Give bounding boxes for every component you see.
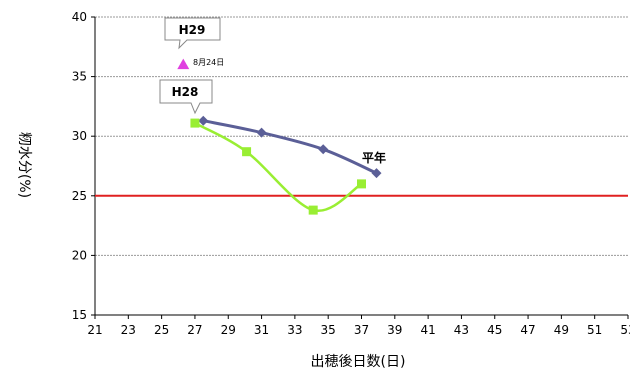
h28-callout: H28 [159, 79, 213, 115]
y-tick-label-15: 15 [72, 308, 87, 322]
series-0-point-3 [371, 168, 382, 179]
x-tick-label-31: 31 [254, 323, 269, 337]
series-2-point-0 [177, 58, 190, 70]
h29-callout-label: H29 [179, 23, 206, 37]
x-tick-label-41: 41 [420, 323, 435, 337]
x-tick-label-45: 45 [487, 323, 502, 337]
tick-labels: 15 20 25 30 35 40 21 23 25 27 29 31 33 35 37 39 41 43 45 47… [72, 10, 630, 337]
x-tick-label-39: 39 [387, 323, 402, 337]
series-1-point-0 [190, 118, 200, 128]
series-1-point-1 [242, 147, 252, 157]
h29-callout-box [164, 17, 221, 50]
series-layer [177, 58, 382, 215]
grid-lines [95, 16, 628, 256]
x-tick-label-35: 35 [321, 323, 336, 337]
heinen-series-label: 平年 [362, 150, 386, 165]
series-0-point-1 [256, 127, 267, 138]
y-tick-label-25: 25 [72, 189, 87, 203]
x-tick-label-27: 27 [187, 323, 202, 337]
x-tick-label-25: 25 [154, 323, 169, 337]
y-tick-label-20: 20 [72, 248, 87, 262]
x-tick-label-53: 53 [620, 323, 630, 337]
series-1-line [194, 121, 363, 212]
y-tick-label-30: 30 [72, 129, 87, 143]
series-1-point-2 [308, 205, 318, 215]
axes [91, 16, 629, 319]
y-tick-label-40: 40 [72, 10, 87, 24]
x-tick-label-43: 43 [454, 323, 469, 337]
y-axis-title: 籾水分(%) [16, 132, 32, 198]
series-0-line [202, 119, 378, 175]
x-tick-label-33: 33 [287, 323, 302, 337]
h29-date-note: 8月24日 [193, 58, 224, 67]
h28-callout-box [159, 79, 213, 115]
x-tick-label-51: 51 [587, 323, 602, 337]
x-tick-label-37: 37 [354, 323, 369, 337]
series-0-point-0 [198, 115, 209, 126]
x-tick-label-21: 21 [87, 323, 102, 337]
h28-callout-label: H28 [172, 85, 199, 99]
x-axis-title: 出穂後日数(日) [311, 354, 406, 370]
x-tick-label-29: 29 [221, 323, 236, 337]
x-tick-label-49: 49 [554, 323, 569, 337]
x-tick-label-23: 23 [121, 323, 136, 337]
series-0-point-2 [318, 144, 329, 155]
h29-callout: H29 [164, 17, 221, 50]
x-tick-label-47: 47 [520, 323, 535, 337]
series-1-point-3 [357, 179, 366, 189]
y-tick-label-35: 35 [72, 70, 87, 84]
